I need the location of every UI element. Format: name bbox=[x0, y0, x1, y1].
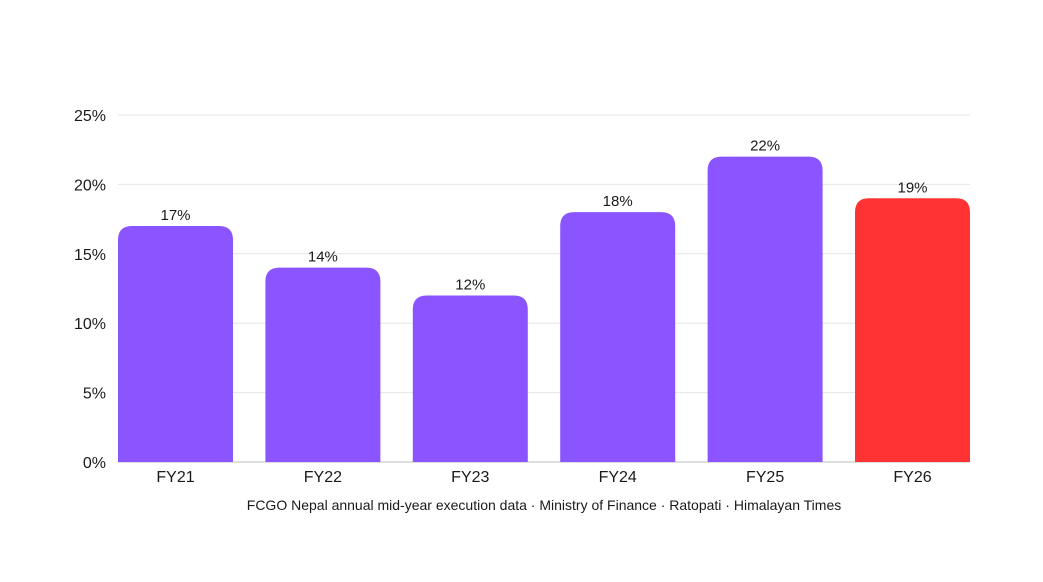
data-label-fy24: 18% bbox=[603, 193, 633, 210]
y-tick-label: 25% bbox=[74, 108, 106, 125]
x-axis-tick-labels: FY21 FY22 FY23 FY24 FY25 FY26 bbox=[156, 469, 931, 486]
y-tick-label: 20% bbox=[74, 177, 106, 194]
data-label-fy25: 22% bbox=[750, 138, 780, 155]
x-tick-label-fy24: FY24 bbox=[599, 469, 637, 486]
x-tick-label-fy23: FY23 bbox=[451, 469, 489, 486]
y-axis-tick-labels: 0% 5% 10% 15% 20% 25% bbox=[74, 108, 106, 472]
bars bbox=[118, 156, 970, 462]
x-tick-label-fy21: FY21 bbox=[156, 469, 194, 486]
data-labels: 17% 14% 12% 18% 22% 19% bbox=[160, 138, 927, 294]
y-tick-label: 5% bbox=[83, 386, 106, 403]
y-tick-label: 15% bbox=[74, 247, 106, 264]
data-label-fy21: 17% bbox=[160, 207, 190, 224]
y-tick-label: 0% bbox=[83, 455, 106, 472]
x-tick-label-fy26: FY26 bbox=[893, 469, 931, 486]
data-label-fy23: 12% bbox=[455, 276, 485, 293]
gridlines bbox=[118, 114, 970, 463]
bar-fy24 bbox=[560, 212, 676, 462]
bar-fy21 bbox=[118, 226, 233, 462]
x-tick-label-fy22: FY22 bbox=[304, 469, 342, 486]
bar-fy25 bbox=[707, 156, 823, 462]
bar-fy26 bbox=[855, 198, 970, 462]
data-label-fy22: 14% bbox=[308, 249, 338, 266]
bar-fy22 bbox=[265, 267, 381, 462]
y-tick-label: 10% bbox=[74, 316, 106, 333]
source-note: FCGO Nepal annual mid-year execution dat… bbox=[247, 497, 841, 513]
bar-fy23 bbox=[412, 295, 528, 462]
x-tick-label-fy25: FY25 bbox=[746, 469, 784, 486]
data-label-fy26: 19% bbox=[897, 179, 927, 196]
